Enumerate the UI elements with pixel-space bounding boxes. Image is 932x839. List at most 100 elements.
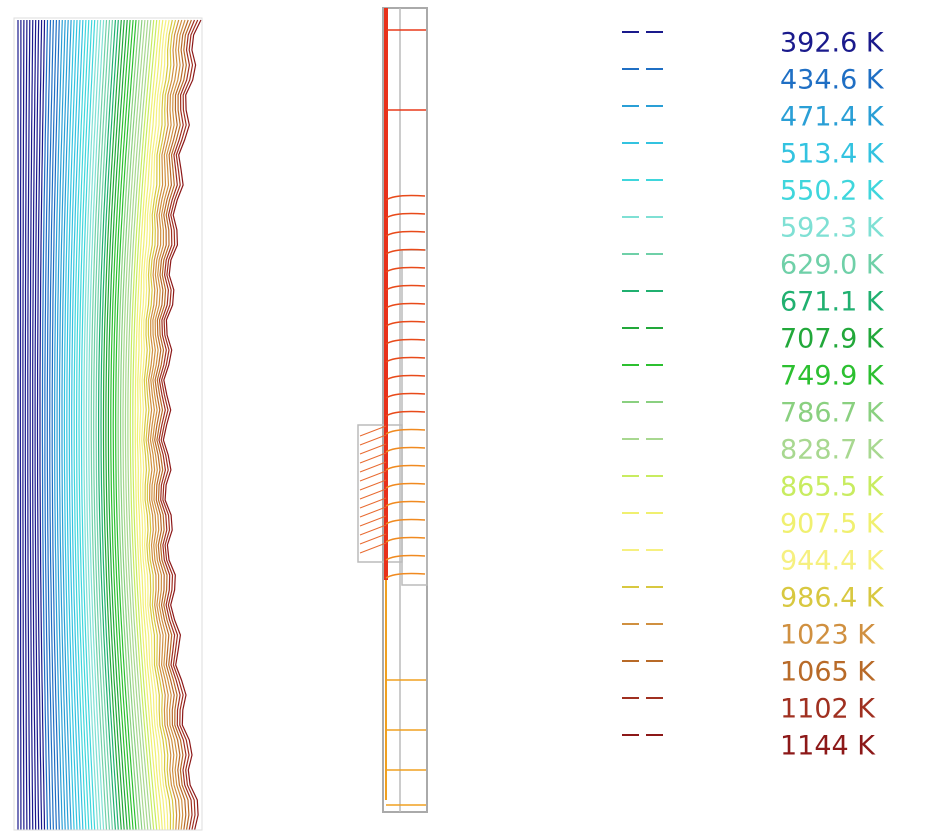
isotherm [385, 500, 426, 507]
contour-line [24, 19, 28, 831]
isotherm [385, 284, 426, 291]
contour-line [54, 19, 63, 831]
contour-line [58, 19, 69, 831]
isotherm [385, 374, 426, 381]
isotherm [385, 554, 426, 561]
contour-line [158, 19, 196, 831]
isotherm [359, 533, 387, 545]
contour-line [154, 19, 189, 831]
contour-line [147, 19, 180, 831]
legend: 392.6 K 434.6 K 471.4 K 513.4 K 550.2 K 592.3… [622, 28, 885, 762]
contour-line [68, 19, 81, 831]
contour-line [122, 19, 146, 831]
block [401, 249, 428, 586]
contour-line [138, 19, 167, 831]
contour-line [105, 19, 125, 831]
isotherm [385, 302, 426, 309]
contour-line [95, 19, 113, 831]
legend-label: 865.5 K [780, 472, 885, 503]
isotherm [385, 212, 426, 219]
panel-edge [13, 17, 203, 831]
isotherm [385, 392, 426, 399]
isotherm [385, 572, 426, 579]
legend-label: 1065 K [780, 657, 876, 688]
legend-label: 1102 K [780, 694, 876, 725]
contour-line [98, 19, 116, 831]
legend-label: 671.1 K [780, 287, 885, 318]
contour-line [93, 19, 111, 831]
contour-line [66, 19, 78, 831]
contour-line [22, 19, 25, 831]
isotherm [359, 425, 387, 437]
legend-label: 986.4 K [780, 583, 885, 614]
contour-line [120, 19, 143, 831]
contour-line [117, 19, 140, 831]
outline [382, 7, 428, 813]
legend-label: 944.4 K [780, 546, 885, 577]
contour-line [143, 19, 173, 831]
contour-line [46, 19, 54, 831]
contour-line [56, 19, 66, 831]
contour-line [76, 19, 90, 831]
contour-line [129, 19, 155, 831]
isotherm [385, 536, 426, 543]
legend-label: 592.3 K [780, 213, 885, 244]
contour-line [32, 19, 37, 831]
contour-line [44, 19, 52, 831]
contour-line [41, 19, 49, 831]
isotherm [385, 518, 426, 525]
contour-line [80, 19, 96, 831]
contour-line [51, 19, 60, 831]
isotherm [385, 446, 426, 453]
contour-line [73, 19, 87, 831]
isotherm [359, 434, 387, 446]
isotherm [385, 428, 426, 435]
contour-line [49, 19, 57, 831]
contour-line [63, 19, 75, 831]
contour-line [112, 19, 134, 831]
legend-label: 434.6 K [780, 65, 885, 96]
contour-line [145, 19, 177, 831]
legend-label: 707.9 K [780, 324, 885, 355]
legend-label: 749.9 K [780, 361, 885, 392]
isotherm [385, 338, 426, 345]
contour-line [132, 19, 158, 831]
contour-line [110, 19, 131, 831]
isotherm [385, 194, 426, 201]
legend-label: 471.4 K [780, 102, 885, 133]
contour-line [34, 19, 40, 831]
contour-line [160, 19, 199, 831]
block [357, 424, 403, 563]
legend-label: 1023 K [780, 620, 876, 651]
isotherm [359, 479, 387, 491]
isotherm [359, 470, 387, 482]
contour-line [71, 19, 84, 831]
isotherm [385, 230, 426, 237]
contour-line [141, 19, 170, 831]
isotherm [359, 515, 387, 527]
contour-line [107, 19, 128, 831]
contour-line [102, 19, 122, 831]
isotherm [359, 443, 387, 455]
legend-label: 550.2 K [780, 176, 885, 207]
legend-label: 629.0 K [780, 250, 885, 281]
contour-line [19, 20, 22, 830]
contour-line [149, 19, 183, 831]
contour-line [29, 19, 34, 831]
contour-line [61, 19, 72, 831]
contour-line [124, 19, 149, 831]
isotherm [385, 482, 426, 489]
contour-panel [13, 17, 203, 831]
contour-line [136, 19, 164, 831]
contour-line [90, 19, 108, 831]
isotherm [385, 320, 426, 327]
contour-line [127, 19, 152, 831]
legend-label: 786.7 K [780, 398, 885, 429]
isotherm [359, 524, 387, 536]
contour-line [134, 19, 161, 831]
contour-line [115, 19, 137, 831]
legend-label: 392.6 K [780, 28, 885, 59]
legend-label: 907.5 K [780, 509, 885, 540]
isotherm [359, 497, 387, 509]
isotherm [385, 266, 426, 273]
